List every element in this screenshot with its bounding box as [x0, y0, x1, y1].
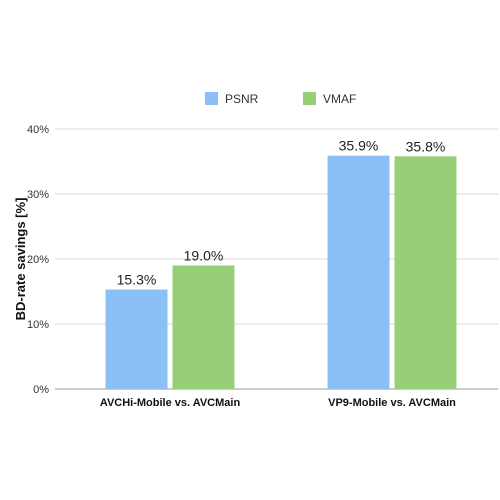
y-axis-label: BD-rate savings [%]	[13, 198, 28, 321]
bar-psnr	[105, 289, 168, 389]
bar-vmaf	[394, 156, 457, 389]
y-axis-ticks: 0% 10% 20% 30% 40%	[27, 124, 49, 396]
y-tick-label: 20%	[27, 254, 49, 266]
data-label: 35.8%	[406, 138, 446, 154]
data-label: 19.0%	[184, 248, 224, 264]
x-category-label: VP9-Mobile vs. AVCMain	[328, 397, 456, 409]
bars	[105, 155, 457, 389]
bar-psnr	[327, 155, 390, 389]
bar-vmaf	[172, 265, 235, 389]
x-axis-categories: AVCHi-Mobile vs. AVCMain VP9-Mobile vs. A…	[100, 397, 456, 409]
legend-swatch	[205, 92, 218, 105]
data-labels: 15.3% 19.0% 35.9% 35.8%	[117, 138, 446, 288]
data-label: 15.3%	[117, 272, 157, 288]
y-tick-label: 0%	[33, 384, 49, 396]
y-tick-label: 30%	[27, 189, 49, 201]
legend-label: PSNR	[225, 92, 259, 106]
x-category-label: AVCHi-Mobile vs. AVCMain	[100, 397, 241, 409]
y-tick-label: 10%	[27, 319, 49, 331]
data-label: 35.9%	[339, 138, 379, 154]
legend: PSNR VMAF	[205, 92, 356, 106]
legend-swatch	[303, 92, 316, 105]
y-tick-label: 40%	[27, 124, 49, 136]
legend-label: VMAF	[323, 92, 356, 106]
